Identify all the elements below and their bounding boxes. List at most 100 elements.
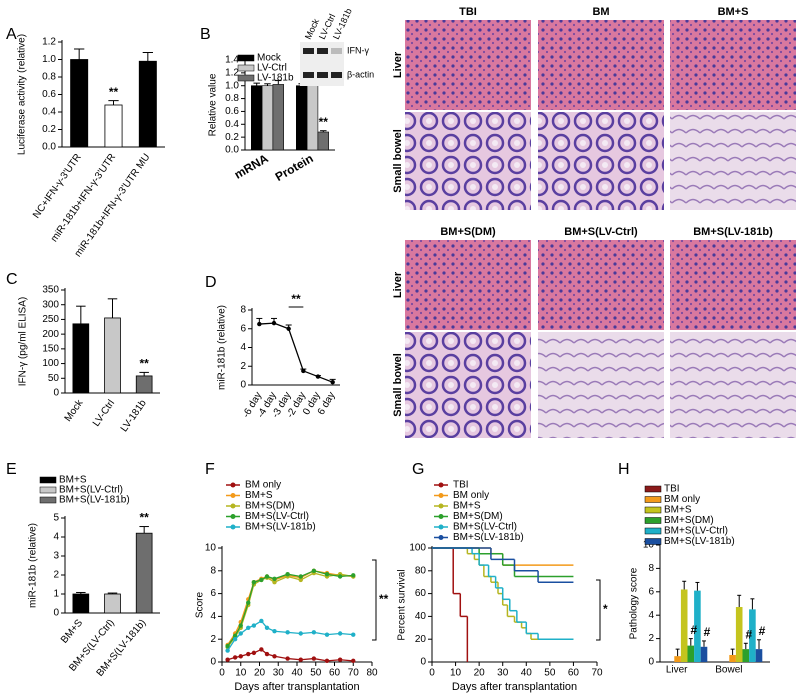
row-label: Small bowel — [392, 129, 404, 193]
legend-swatch — [644, 496, 662, 503]
error-bar — [139, 526, 149, 534]
legend-swatch — [230, 503, 236, 509]
legend-swatch — [438, 503, 444, 509]
point — [246, 625, 251, 630]
bar — [317, 131, 329, 151]
legend-swatch — [438, 482, 444, 488]
point — [272, 580, 277, 585]
y-tick-label: 2 — [210, 634, 216, 645]
point — [285, 572, 290, 577]
legend-swatch — [644, 517, 662, 524]
x-tick-label: mRNA — [232, 151, 271, 182]
y-tick-label: 4 — [210, 611, 216, 622]
x-tick-label: 40 — [291, 668, 303, 679]
point — [298, 577, 303, 583]
histology-image — [538, 332, 664, 438]
histology-image — [538, 240, 664, 330]
y-tick-label: 0.4 — [42, 107, 56, 118]
significance: ** — [139, 511, 149, 525]
x-tick-label: 70 — [591, 668, 603, 679]
y-tick-label: 1.2 — [42, 37, 56, 48]
significance: ** — [319, 115, 329, 129]
point — [225, 657, 230, 662]
bar — [755, 649, 763, 662]
x-tick-label: BM+S — [59, 617, 85, 645]
error-bar — [107, 592, 118, 594]
y-tick-label: 6 — [240, 323, 246, 334]
y-tick-label: 10 — [205, 543, 217, 554]
point — [272, 654, 277, 659]
x-tick-label: Protein — [273, 151, 316, 184]
y-tick-label: 2 — [240, 361, 246, 372]
x-tick-label: 10 — [450, 668, 462, 679]
blot-band — [303, 48, 314, 54]
x-tick-label: 0 — [429, 668, 435, 679]
y-tick-label: 250 — [42, 314, 59, 325]
error-bar — [702, 640, 706, 647]
y-tick-label: 3 — [53, 551, 59, 562]
column-label: BM+S(DM) — [440, 226, 496, 238]
y-tick-label: 6 — [648, 586, 654, 597]
y-tick-label: 0.2 — [42, 124, 56, 135]
significance: ** — [379, 592, 389, 606]
sig-bracket — [372, 559, 377, 641]
legend-label: BM+S(DM) — [245, 501, 295, 512]
bar — [251, 85, 263, 151]
point — [351, 632, 356, 637]
y-tick-label: 8 — [210, 565, 216, 576]
bar — [700, 646, 708, 662]
y-tick-label: 4 — [53, 532, 59, 543]
error-bar — [737, 594, 742, 608]
y-tick-label: 1.0 — [225, 80, 239, 91]
panel-letter: G — [412, 461, 424, 478]
error-bar — [256, 317, 263, 325]
y-tick-label: 8 — [240, 305, 246, 316]
legend-swatch — [438, 524, 444, 530]
error-bar — [107, 298, 118, 318]
legend-swatch — [237, 64, 255, 72]
legend-swatch — [438, 535, 444, 540]
x-tick-label: Mock — [63, 397, 86, 424]
y-tick-label: 6 — [210, 588, 216, 599]
point — [232, 655, 238, 660]
panel-letter: D — [205, 274, 217, 291]
bar — [729, 654, 736, 662]
significance: ** — [139, 357, 149, 371]
y-tick-label: 0 — [648, 657, 654, 668]
y-axis-label: Percent survival — [397, 569, 408, 640]
x-axis-label: Days after transplantation — [452, 681, 577, 693]
x-tick-label: 30 — [497, 668, 509, 679]
histology-image — [405, 332, 531, 438]
bar — [72, 593, 90, 614]
point — [311, 630, 317, 635]
blot-lane-label: LV-181b — [331, 7, 354, 41]
error-bar — [76, 591, 86, 594]
point — [238, 631, 243, 636]
line — [259, 322, 333, 383]
legend-swatch — [39, 476, 57, 484]
y-tick-label: 0.6 — [42, 89, 56, 100]
legend-label: BM+S(LV-181b) — [59, 495, 130, 506]
histology-image — [538, 112, 664, 210]
error-bar — [142, 52, 153, 62]
legend-swatch — [644, 538, 662, 545]
y-axis-label: Relative value — [208, 73, 219, 136]
legend-swatch — [230, 493, 236, 498]
error-bar — [743, 642, 748, 650]
point — [298, 631, 303, 636]
error-bar — [108, 100, 119, 105]
x-tick-label: 60 — [329, 668, 341, 679]
point — [259, 577, 264, 583]
bar — [749, 609, 756, 662]
x-tick-label: 70 — [348, 668, 360, 679]
error-bar — [275, 80, 282, 85]
x-tick-label: 20 — [474, 668, 486, 679]
blot-row-label: β-actin — [347, 69, 374, 79]
column-label: BM+S(LV-181b) — [693, 226, 773, 238]
point — [238, 623, 243, 628]
significance: # — [759, 624, 766, 638]
bar — [135, 532, 153, 614]
point — [264, 625, 270, 630]
point — [351, 573, 356, 578]
significance: * — [603, 602, 608, 616]
